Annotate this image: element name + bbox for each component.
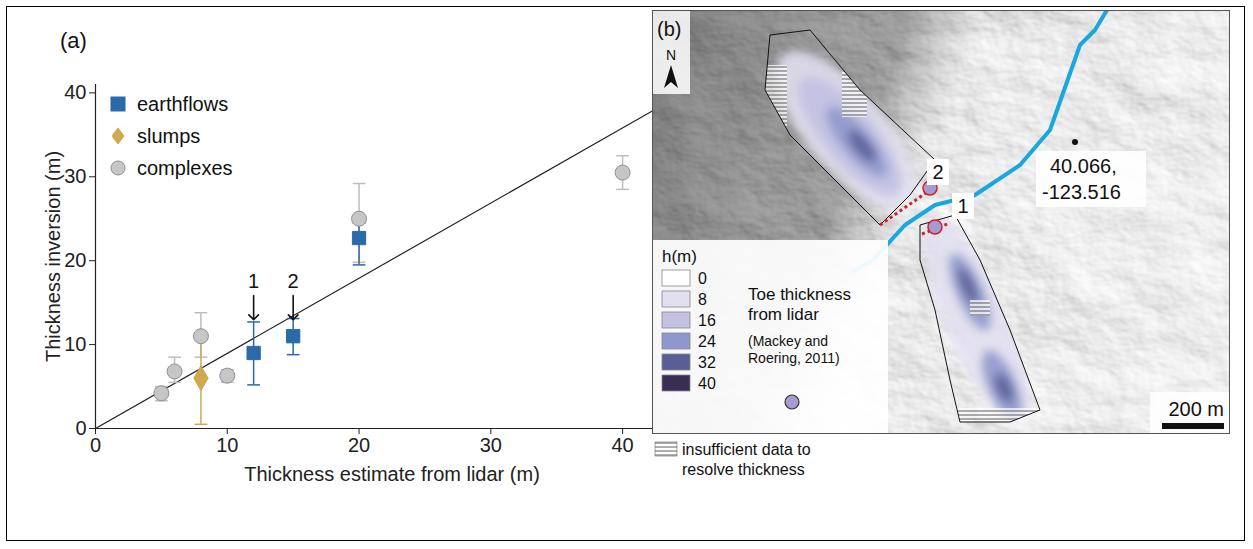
- html-text:(a): (a): [60, 28, 87, 53]
- svg-text:1: 1: [957, 195, 968, 217]
- svg-text:32: 32: [698, 354, 716, 371]
- svg-text:h(m): h(m): [662, 247, 697, 266]
- svg-text:24: 24: [698, 333, 716, 350]
- svg-text:30: 30: [480, 434, 502, 456]
- svg-text:40: 40: [698, 375, 716, 392]
- svg-text:from lidar: from lidar: [748, 305, 819, 324]
- svg-text:Thickness inversion (m): Thickness inversion (m): [42, 151, 64, 362]
- svg-text:-123.516: -123.516: [1042, 181, 1121, 203]
- svg-text:Roering, 2011): Roering, 2011): [748, 350, 840, 366]
- svg-text:Thickness estimate from lidar: Thickness estimate from lidar (m): [244, 463, 540, 485]
- svg-text:2: 2: [288, 270, 299, 292]
- svg-text:0: 0: [90, 434, 101, 456]
- svg-text:8: 8: [698, 291, 707, 308]
- svg-text:2: 2: [932, 161, 943, 183]
- svg-text:200 m: 200 m: [1168, 398, 1224, 420]
- svg-text:40.066,: 40.066,: [1050, 155, 1117, 177]
- svg-text:40: 40: [611, 434, 633, 456]
- svg-text:(Mackey and: (Mackey and: [748, 333, 828, 349]
- svg-text:30: 30: [64, 165, 86, 187]
- svg-text:resolve thickness: resolve thickness: [682, 461, 805, 478]
- svg-text:(b): (b): [657, 18, 681, 40]
- svg-text:16: 16: [698, 312, 716, 329]
- html-text:complexes: complexes: [137, 156, 233, 179]
- svg-text:insufficient data to: insufficient data to: [682, 441, 811, 458]
- svg-text:10: 10: [216, 434, 238, 456]
- html-text:slumps: slumps: [137, 124, 201, 147]
- html-text:earthflows: earthflows: [137, 92, 229, 115]
- svg-text:10: 10: [64, 333, 86, 355]
- svg-text:0: 0: [75, 417, 86, 439]
- svg-text:Toe thickness: Toe thickness: [748, 285, 851, 304]
- svg-text:40: 40: [64, 81, 86, 103]
- svg-text:0: 0: [698, 270, 707, 287]
- svg-text:20: 20: [64, 249, 86, 271]
- svg-text:N: N: [666, 47, 676, 63]
- svg-text:1: 1: [248, 270, 259, 292]
- svg-text:20: 20: [348, 434, 370, 456]
